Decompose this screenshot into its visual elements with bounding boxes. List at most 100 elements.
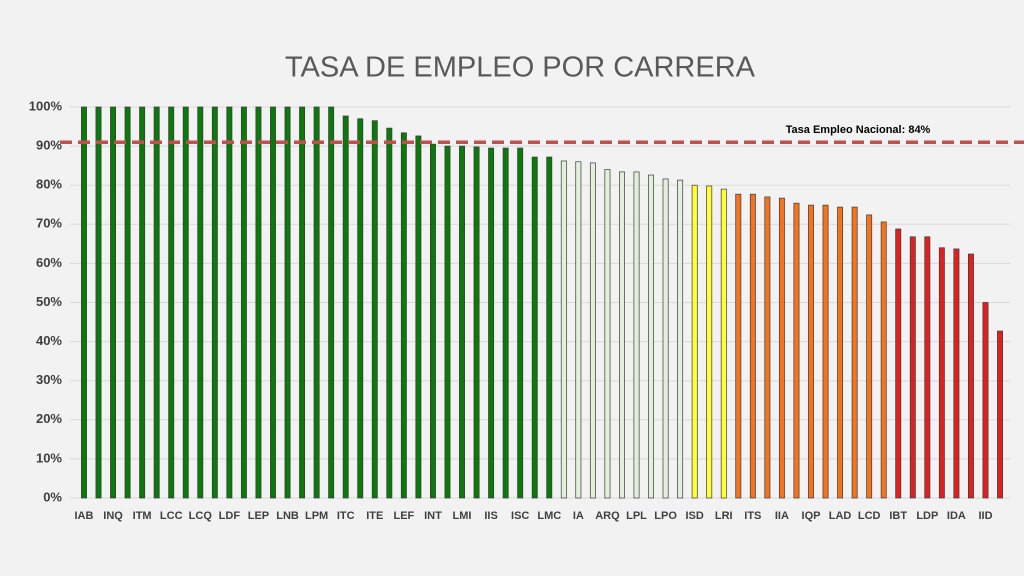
bar [793, 202, 800, 499]
y-tick-label: 10% [36, 450, 62, 465]
y-tick-label: 90% [36, 138, 62, 153]
bar [866, 214, 873, 499]
y-tick-label: 80% [36, 177, 62, 192]
x-tick-label: IID [978, 510, 992, 522]
x-tick-label: LCC [160, 510, 183, 522]
bar [400, 132, 407, 499]
bar [604, 169, 611, 499]
bar [415, 135, 422, 499]
reference-label: Tasa Empleo Nacional: 84% [786, 124, 931, 136]
bar [619, 171, 625, 499]
bar [648, 174, 655, 499]
bar [531, 156, 538, 499]
bar [110, 106, 117, 499]
x-tick-label: INQ [103, 510, 123, 522]
bar [880, 221, 887, 499]
x-tick-label: LPO [654, 510, 677, 522]
x-tick-label: ITC [337, 510, 355, 522]
bar [328, 106, 335, 499]
bar [459, 145, 465, 499]
bar [371, 120, 378, 499]
bar [488, 147, 495, 499]
x-tick-label: IIA [775, 510, 789, 522]
bar [153, 106, 160, 499]
bar [124, 106, 131, 499]
x-tick-label: LAD [829, 510, 852, 522]
bar [95, 106, 102, 499]
x-tick-label: LRI [715, 510, 733, 522]
bar [633, 171, 640, 499]
x-tick-label: LNB [276, 510, 299, 522]
x-tick-label: ISD [686, 510, 704, 522]
bar [182, 106, 189, 499]
bar [473, 146, 480, 499]
x-tick-label: IQP [802, 510, 821, 522]
bar [837, 206, 844, 499]
x-tick-label: ITS [744, 510, 761, 522]
bar [139, 106, 146, 499]
bar [255, 106, 262, 499]
bar [749, 193, 756, 499]
bar [982, 302, 989, 499]
bar [778, 197, 785, 499]
x-tick-label: IA [573, 510, 584, 522]
bar [924, 236, 931, 499]
y-tick-label: 40% [36, 333, 62, 348]
x-tick-label: LEP [248, 510, 269, 522]
bar [575, 161, 582, 499]
bar [560, 160, 567, 499]
bar [168, 106, 175, 499]
bar [909, 236, 916, 499]
x-tick-label: ARQ [595, 510, 620, 522]
y-tick-label: 60% [36, 255, 62, 270]
bar [81, 106, 87, 499]
bar [662, 178, 669, 499]
bar [895, 228, 902, 499]
bar [808, 204, 814, 499]
x-tick-label: LDF [219, 510, 241, 522]
bar [764, 196, 771, 499]
bar [357, 118, 364, 499]
bar [444, 145, 451, 499]
x-tick-label: LEF [393, 510, 414, 522]
bar [270, 106, 276, 499]
y-tick-label: 50% [36, 294, 62, 309]
x-tick-label: ITE [366, 510, 383, 522]
bar [299, 106, 306, 499]
x-tick-label: IBT [889, 510, 907, 522]
bar [720, 188, 727, 499]
x-tick-label: ISC [511, 510, 529, 522]
bar [706, 185, 713, 499]
bar [197, 106, 204, 499]
bar [997, 330, 1003, 499]
bar [226, 106, 233, 499]
x-tick-label: LCD [858, 510, 881, 522]
chart-title: TASA DE EMPLEO POR CARRERA [285, 52, 756, 84]
bar [342, 115, 349, 499]
bar [735, 193, 742, 499]
bar [502, 147, 509, 499]
bar [313, 106, 320, 499]
x-tick-label: LMC [537, 510, 561, 522]
bar [211, 106, 218, 499]
x-tick-label: INT [424, 510, 442, 522]
bar [546, 156, 553, 499]
bar [589, 162, 596, 499]
y-tick-label: 100% [29, 98, 63, 113]
bar [953, 248, 960, 499]
x-tick-label: LPL [626, 510, 647, 522]
x-tick-label: LDP [916, 510, 938, 522]
bar [938, 247, 945, 499]
x-tick-label: IDA [947, 510, 966, 522]
x-tick-label: LCQ [189, 510, 213, 522]
bar [284, 106, 291, 499]
bar [386, 127, 393, 499]
bar [967, 253, 974, 499]
bar [429, 143, 436, 499]
bar [822, 204, 829, 499]
x-tick-label: IAB [74, 510, 93, 522]
bar [851, 206, 858, 499]
x-tick-label: LPM [305, 510, 328, 522]
x-tick-label: ITM [133, 510, 152, 522]
